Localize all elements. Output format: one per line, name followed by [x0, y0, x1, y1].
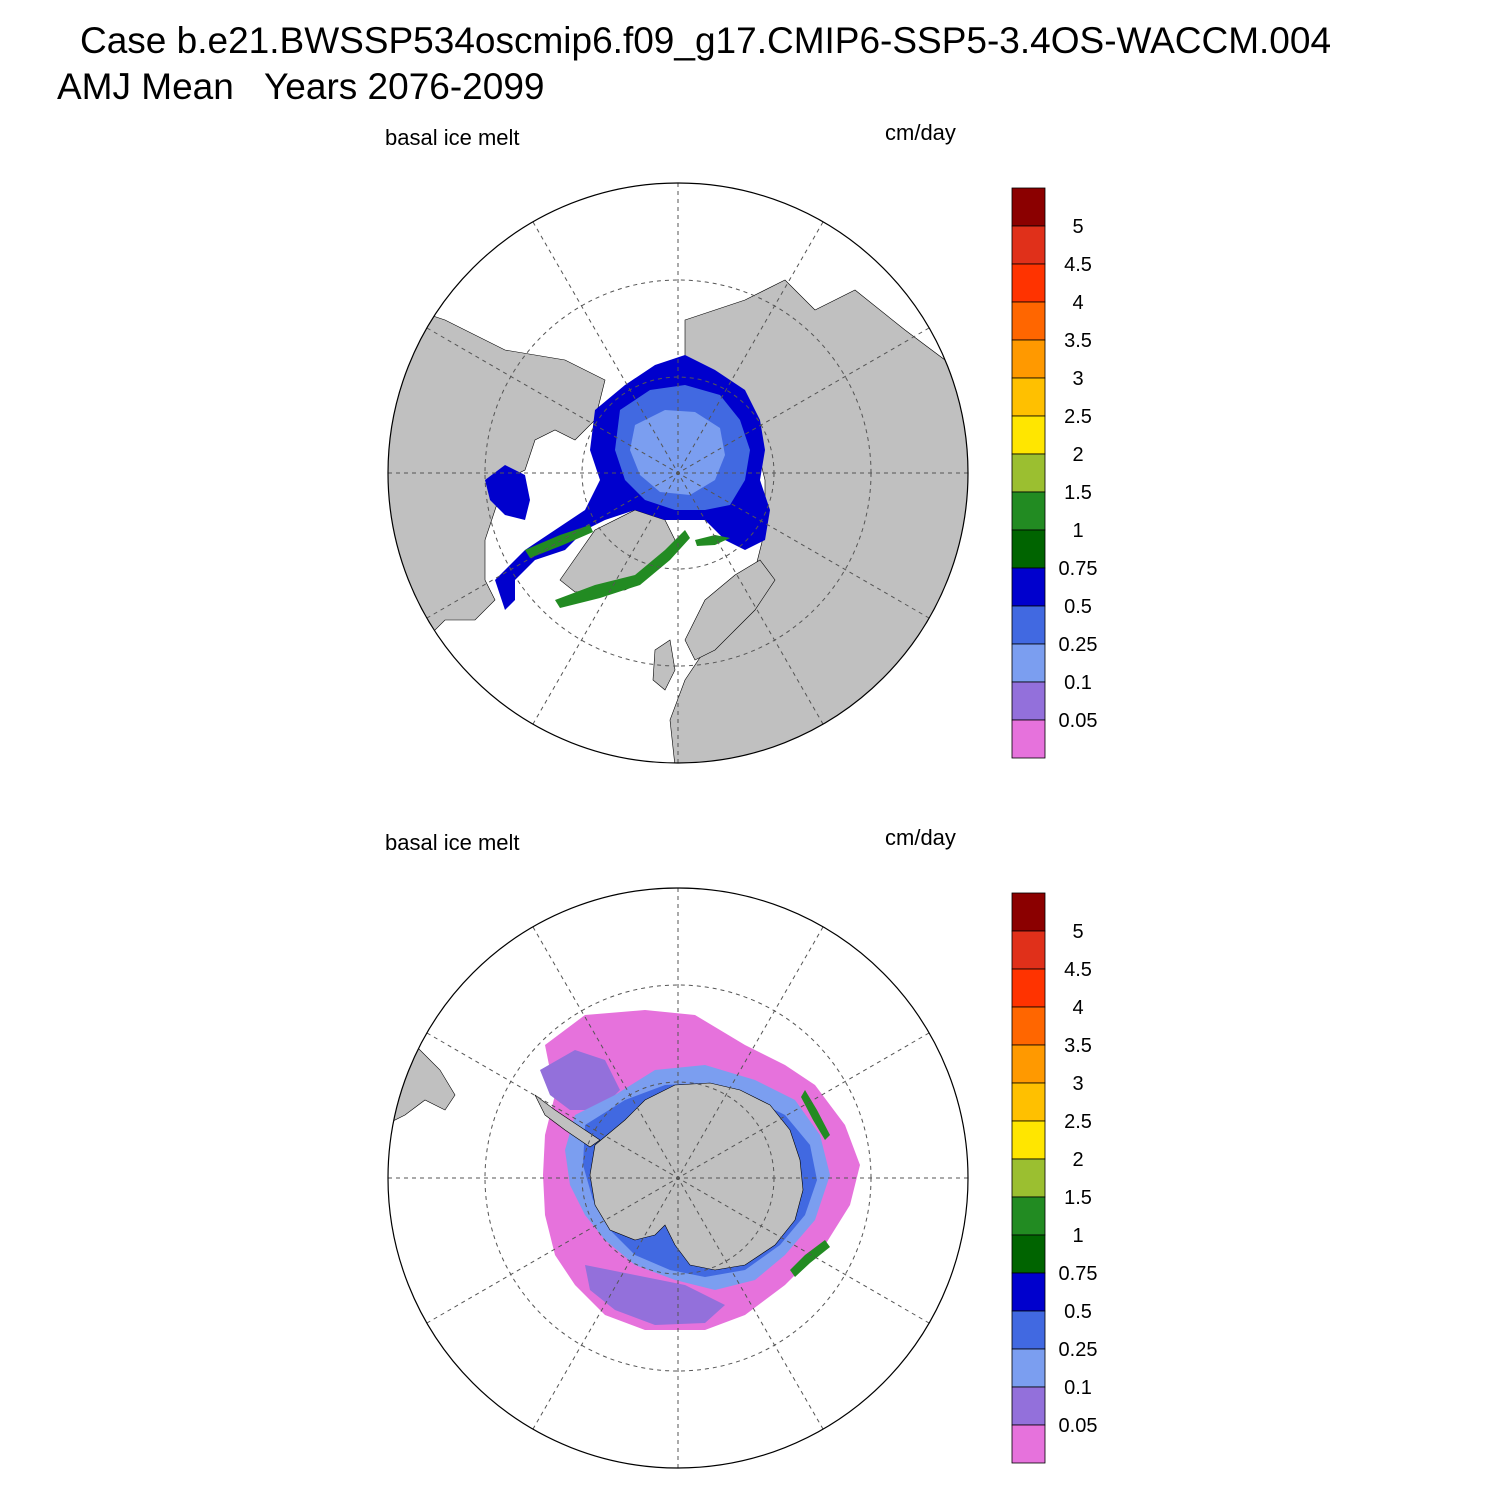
- south-colorbar-swatch-1: [1011, 930, 1046, 970]
- south-map-border: [387, 887, 969, 1469]
- figure-subtitle: AMJ Mean Years 2076-2099: [57, 66, 545, 107]
- north-colorbar-swatch-11: [1011, 605, 1046, 645]
- north-graticule: [388, 183, 968, 763]
- south-colorbar-tick-label: 0.75: [1059, 1263, 1098, 1285]
- south-panel-left-label: basal ice melt: [385, 830, 520, 855]
- south-colorbar-swatch-12: [1011, 1348, 1046, 1388]
- south-colorbar-swatch-7: [1011, 1158, 1046, 1198]
- south-colorbar-tick-label: 4.5: [1064, 959, 1092, 981]
- south-colorbar-swatch-4: [1011, 1044, 1046, 1084]
- melt-sector-purple-2: [585, 1265, 725, 1325]
- north-colorbar-tick-label: 0.1: [1064, 672, 1092, 694]
- melt-band-green-3: [695, 535, 730, 546]
- north-colorbar-tick-label: 1.5: [1064, 482, 1092, 504]
- north-map-border: [387, 182, 969, 764]
- south-colorbar-swatch-3: [1011, 1006, 1046, 1046]
- north-colorbar-tick-label: 3.5: [1064, 330, 1092, 352]
- north-colorbar-swatch-14: [1011, 719, 1046, 759]
- land-antarctic-peninsula: [534, 1094, 601, 1148]
- south-colorbar-swatch-10: [1011, 1272, 1046, 1312]
- north-colorbar-tick-label: 4: [1072, 292, 1083, 314]
- south-colorbar-tick-label: 2.5: [1064, 1111, 1092, 1133]
- north-colorbar-swatch-8: [1011, 491, 1046, 531]
- north-colorbar-swatch-1: [1011, 225, 1046, 265]
- north-colorbar-tick-label: 0.75: [1059, 558, 1098, 580]
- south-colorbar-swatch-14: [1011, 1424, 1046, 1464]
- south-colorbar-tick-label: 5: [1072, 921, 1083, 943]
- north-colorbar-tick-label: 0.05: [1059, 710, 1098, 732]
- north-colorbar-tick-label: 4.5: [1064, 254, 1092, 276]
- south-panel-units-label: cm/day: [885, 825, 956, 850]
- melt-hudson-bay: [485, 465, 530, 520]
- south-polar-map: [387, 887, 969, 1469]
- south-colorbar: 5 4.5 4 3.5 3 2.5 2 1.5 1 0.75 0.5 0.25 0.1 0.05: [1011, 892, 1098, 1464]
- north-colorbar-tick-label: 2: [1072, 444, 1083, 466]
- north-colorbar-swatch-0: [1011, 187, 1046, 227]
- north-polar-map: [387, 182, 969, 764]
- south-colorbar-tick-label: 0.05: [1059, 1415, 1098, 1437]
- south-colorbar-tick-label: 0.25: [1059, 1339, 1098, 1361]
- south-colorbar-swatch-11: [1011, 1310, 1046, 1350]
- north-colorbar-swatch-7: [1011, 453, 1046, 493]
- south-colorbar-tick-label: 0.1: [1064, 1377, 1092, 1399]
- south-colorbar-tick-label: 4: [1072, 997, 1083, 1019]
- north-colorbar-tick-label: 0.5: [1064, 596, 1092, 618]
- north-colorbar-swatch-10: [1011, 567, 1046, 607]
- south-colorbar-tick-label: 3.5: [1064, 1035, 1092, 1057]
- south-colorbar-swatch-9: [1011, 1234, 1046, 1274]
- north-colorbar-tick-label: 0.25: [1059, 634, 1098, 656]
- north-colorbar-tick-label: 5: [1072, 216, 1083, 238]
- north-colorbar-tick-label: 3: [1072, 368, 1083, 390]
- north-colorbar-tick-label: 2.5: [1064, 406, 1092, 428]
- south-colorbar-swatch-0: [1011, 892, 1046, 932]
- north-colorbar-swatch-5: [1011, 377, 1046, 417]
- north-colorbar-swatch-3: [1011, 301, 1046, 341]
- south-colorbar-swatch-6: [1011, 1120, 1046, 1160]
- north-colorbar-tick-label: 1: [1072, 520, 1083, 542]
- south-colorbar-swatch-8: [1011, 1196, 1046, 1236]
- north-colorbar-swatch-4: [1011, 339, 1046, 379]
- south-colorbar-tick-label: 0.5: [1064, 1301, 1092, 1323]
- melt-band-green-southeast: [790, 1240, 830, 1277]
- land-british-isles: [652, 639, 676, 691]
- south-graticule: [388, 888, 968, 1468]
- north-panel-left-label: basal ice melt: [385, 125, 520, 150]
- land-scandinavia: [684, 559, 776, 661]
- melt-sector-purple-1: [540, 1050, 620, 1110]
- north-panel-units-label: cm/day: [885, 120, 956, 145]
- figure-title: Case b.e21.BWSSP534oscmip6.f09_g17.CMIP6…: [80, 20, 1332, 61]
- north-colorbar-swatch-9: [1011, 529, 1046, 569]
- south-colorbar-swatch-13: [1011, 1386, 1046, 1426]
- north-colorbar: 5 4.5 4 3.5 3 2.5 2 1.5 1 0.75 0.5 0.25 0.1 0.05: [1011, 187, 1098, 759]
- melt-band-green-1: [555, 530, 690, 608]
- north-colorbar-swatch-6: [1011, 415, 1046, 455]
- south-colorbar-tick-label: 2: [1072, 1149, 1083, 1171]
- north-colorbar-swatch-12: [1011, 643, 1046, 683]
- south-colorbar-tick-label: 1: [1072, 1225, 1083, 1247]
- south-colorbar-tick-label: 1.5: [1064, 1187, 1092, 1209]
- north-colorbar-swatch-13: [1011, 681, 1046, 721]
- north-colorbar-swatch-2: [1011, 263, 1046, 303]
- south-colorbar-tick-label: 3: [1072, 1073, 1083, 1095]
- south-colorbar-swatch-2: [1011, 968, 1046, 1008]
- south-colorbar-swatch-5: [1011, 1082, 1046, 1122]
